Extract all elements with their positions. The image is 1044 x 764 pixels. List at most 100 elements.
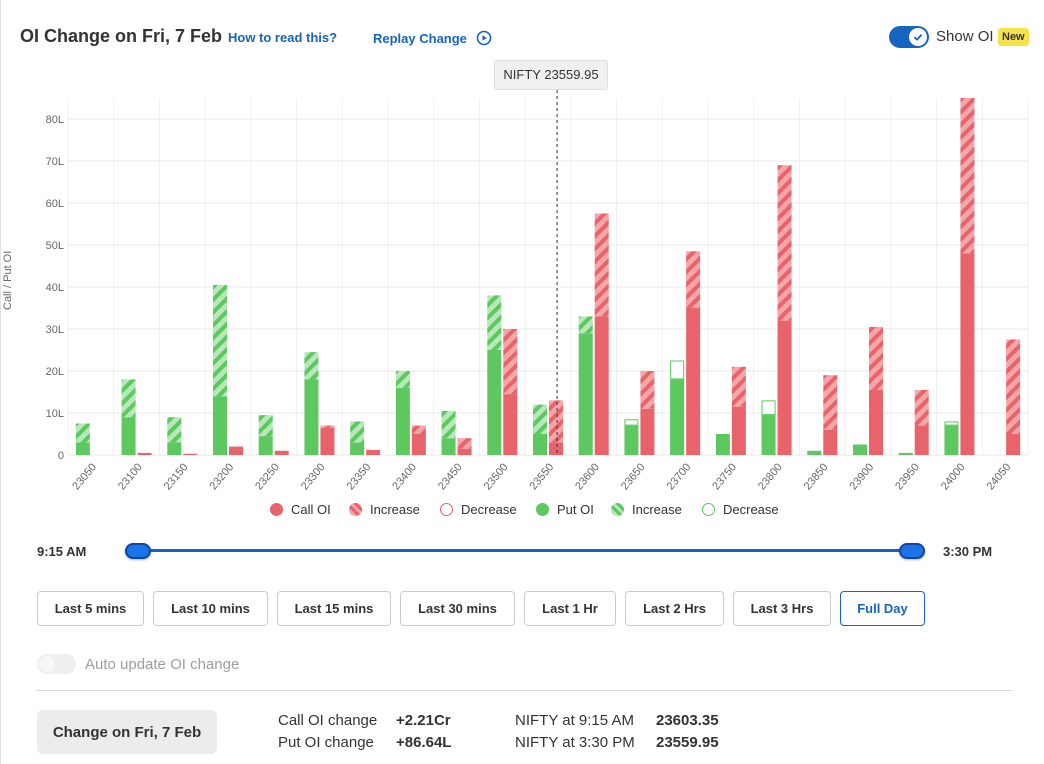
replay-change-link[interactable]: Replay Change (373, 30, 492, 46)
last-30-mins-button[interactable]: Last 30 mins (400, 591, 515, 626)
put-increase-bar (395, 371, 410, 388)
play-circle-icon (476, 30, 492, 46)
call-increase-bar (549, 400, 563, 443)
x-tick-label: 23950 (893, 461, 922, 492)
header: OI Change on Fri, 7 Feb How to read this… (0, 0, 1044, 74)
y-tick-label: 40L (46, 282, 64, 294)
x-tick-label: 23750 (710, 461, 739, 492)
x-tick-label: 23450 (436, 461, 465, 492)
put-oi-bar (670, 379, 685, 455)
x-tick-label: 23500 (482, 461, 511, 492)
call-oi-bar (549, 442, 563, 455)
legend-call-decrease: Decrease (440, 502, 517, 517)
call-oi-change-label: Call OI change (278, 712, 378, 729)
new-badge: New (998, 28, 1029, 46)
call-oi-bar (183, 453, 198, 455)
legend-put-increase: Increase (611, 502, 682, 517)
call-increase-bar (731, 366, 746, 407)
put-increase-bar (441, 410, 456, 439)
spot-price-tooltip: NIFTY 23559.95 (494, 60, 608, 90)
x-tick-label: 24000 (939, 461, 968, 492)
put-oi-change-label: Put OI change (278, 734, 374, 751)
x-tick-label: 23900 (847, 461, 876, 492)
last-1-hr-button[interactable]: Last 1 Hr (524, 591, 616, 626)
put-oi-bar (441, 438, 456, 455)
x-tick-label: 23100 (116, 461, 145, 492)
call-increase-bar (320, 425, 335, 428)
put-oi-bar (304, 379, 319, 455)
call-oi-bar (137, 452, 152, 455)
last-10-mins-button[interactable]: Last 10 mins (153, 591, 268, 626)
legend-swatch (536, 503, 549, 516)
last-15-mins-button[interactable]: Last 15 mins (277, 591, 391, 626)
x-tick-label: 23300 (299, 461, 328, 492)
call-oi-bar (229, 446, 243, 455)
call-oi-bar (274, 450, 289, 455)
call-oi-bar (594, 316, 609, 455)
call-oi-bar (777, 320, 792, 455)
legend-swatch (611, 503, 624, 516)
how-to-read-link[interactable]: How to read this? (228, 30, 338, 45)
call-oi-bar (914, 425, 929, 455)
last-3-hrs-button[interactable]: Last 3 Hrs (733, 591, 831, 626)
x-tick-label: 23550 (527, 461, 556, 492)
put-increase-bar (350, 421, 365, 443)
show-oi-label: Show OI (936, 28, 994, 45)
x-axis-ticks: 23050 23100 23150 23200 23250 23300 23350 23400… (70, 461, 1013, 492)
put-decrease-bar (944, 421, 959, 426)
legend-label: Increase (370, 502, 420, 517)
slider-start-handle[interactable] (125, 543, 151, 559)
put-oi-bar (395, 387, 410, 455)
slider-start-time: 9:15 AM (37, 544, 87, 559)
x-tick-label: 23600 (573, 461, 602, 492)
put-oi-bar (533, 434, 547, 455)
put-oi-bar (75, 442, 90, 455)
y-axis-label: Call / Put OI (2, 250, 14, 310)
replay-change-label: Replay Change (373, 30, 467, 46)
show-oi-toggle[interactable] (889, 26, 929, 48)
put-increase-bar (121, 379, 136, 418)
y-tick-label: 60L (46, 198, 64, 210)
call-increase-bar (1006, 339, 1021, 434)
put-oi-bar (624, 425, 639, 455)
call-increase-bar (640, 371, 655, 409)
legend-label: Decrease (723, 502, 779, 517)
nifty-end-value: 23559.95 (656, 734, 719, 751)
slider-end-handle[interactable] (899, 543, 925, 559)
full-day-button[interactable]: Full Day (840, 591, 925, 626)
call-increase-bar (823, 375, 838, 430)
x-tick-label: 23250 (253, 461, 282, 492)
y-tick-label: 10L (46, 408, 64, 420)
auto-update-toggle[interactable] (37, 654, 76, 674)
put-oi-bar (258, 436, 273, 455)
x-tick-label: 23700 (665, 461, 694, 492)
x-tick-label: 23400 (390, 461, 419, 492)
last-5-mins-button[interactable]: Last 5 mins (37, 591, 144, 626)
legend-swatch (270, 503, 283, 516)
put-increase-bar (487, 295, 502, 350)
legend-swatch (440, 503, 453, 516)
y-tick-label: 50L (46, 240, 64, 252)
call-increase-bar (777, 165, 792, 321)
legend-swatch (349, 503, 362, 516)
change-on-date-button[interactable]: Change on Fri, 7 Feb (37, 710, 217, 754)
chart-legend: Call OI Increase Decrease Put OI Increas… (0, 502, 1044, 520)
page-title: OI Change on Fri, 7 Feb (20, 26, 223, 46)
x-tick-label: 23350 (345, 461, 374, 492)
time-range-slider[interactable] (138, 549, 912, 552)
call-increase-bar (914, 389, 929, 426)
put-oi-bar (487, 350, 502, 455)
call-increase-bar (960, 98, 975, 254)
call-increase-bar (457, 438, 472, 449)
last-2-hrs-button[interactable]: Last 2 Hrs (625, 591, 724, 626)
legend-label: Increase (632, 502, 682, 517)
legend-label: Decrease (461, 502, 517, 517)
put-oi-bar (898, 452, 913, 455)
nifty-start-value: 23603.35 (656, 712, 719, 729)
call-oi-bar (411, 434, 426, 455)
x-tick-label: 23150 (162, 461, 191, 492)
call-oi-bar (823, 429, 838, 455)
y-tick-label: 80L (46, 114, 64, 126)
put-increase-bar (533, 404, 547, 434)
